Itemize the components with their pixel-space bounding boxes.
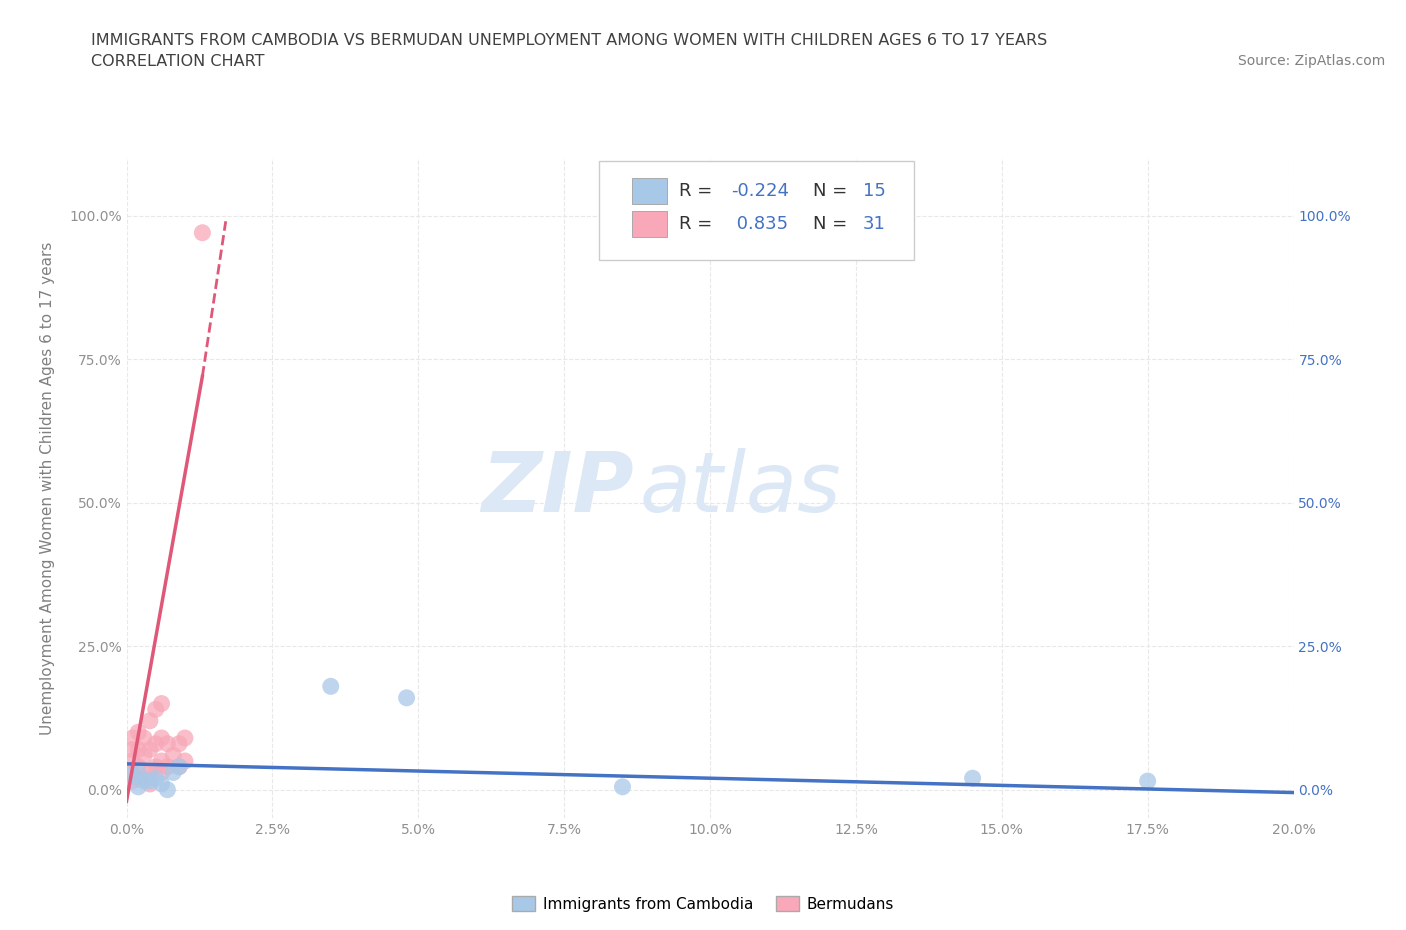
Text: Source: ZipAtlas.com: Source: ZipAtlas.com [1237,54,1385,68]
Point [162,765,184,780]
Text: N =: N = [813,215,852,233]
Point [1136,774,1159,789]
Point [127,724,149,739]
Point [139,774,162,789]
Text: N =: N = [813,182,852,200]
Point [162,748,184,763]
FancyBboxPatch shape [631,211,666,237]
Point [127,759,149,774]
Text: ZIP: ZIP [481,447,634,529]
Text: 15: 15 [863,182,886,200]
Point [962,771,984,786]
Point [612,779,634,794]
Text: IMMIGRANTS FROM CAMBODIA VS BERMUDAN UNEMPLOYMENT AMONG WOMEN WITH CHILDREN AGES: IMMIGRANTS FROM CAMBODIA VS BERMUDAN UNE… [91,33,1047,47]
Point [150,765,173,780]
Text: atlas: atlas [640,447,842,529]
Legend: Immigrants from Cambodia, Bermudans: Immigrants from Cambodia, Bermudans [506,890,900,918]
Point [150,753,173,768]
Point [121,765,143,780]
Point [191,225,214,240]
Point [145,759,167,774]
Point [174,731,197,746]
Point [319,679,342,694]
Point [145,737,167,751]
Point [150,777,173,791]
Point [395,690,418,705]
Point [167,737,190,751]
Text: R =: R = [679,215,717,233]
FancyBboxPatch shape [599,162,914,260]
Point [121,742,143,757]
Y-axis label: Unemployment Among Women with Children Ages 6 to 17 years: Unemployment Among Women with Children A… [41,242,55,735]
Point [167,759,190,774]
Point [139,765,162,780]
Point [127,771,149,786]
Point [139,713,162,728]
Text: R =: R = [679,182,717,200]
Point [132,771,155,786]
Point [121,768,143,783]
Point [121,753,143,768]
Point [156,759,179,774]
Text: CORRELATION CHART: CORRELATION CHART [91,54,264,69]
Point [127,742,149,757]
Point [132,774,155,789]
Point [121,774,143,789]
Point [156,782,179,797]
Point [132,748,155,763]
Point [127,779,149,794]
Point [139,777,162,791]
Point [150,697,173,711]
Text: -0.224: -0.224 [731,182,789,200]
Text: 31: 31 [863,215,886,233]
Point [174,753,197,768]
Point [156,737,179,751]
Point [127,765,149,780]
Point [145,771,167,786]
Point [150,731,173,746]
Point [139,742,162,757]
FancyBboxPatch shape [631,178,666,205]
Text: 0.835: 0.835 [731,215,789,233]
Point [167,759,190,774]
Point [121,731,143,746]
Point [145,702,167,717]
Point [132,731,155,746]
